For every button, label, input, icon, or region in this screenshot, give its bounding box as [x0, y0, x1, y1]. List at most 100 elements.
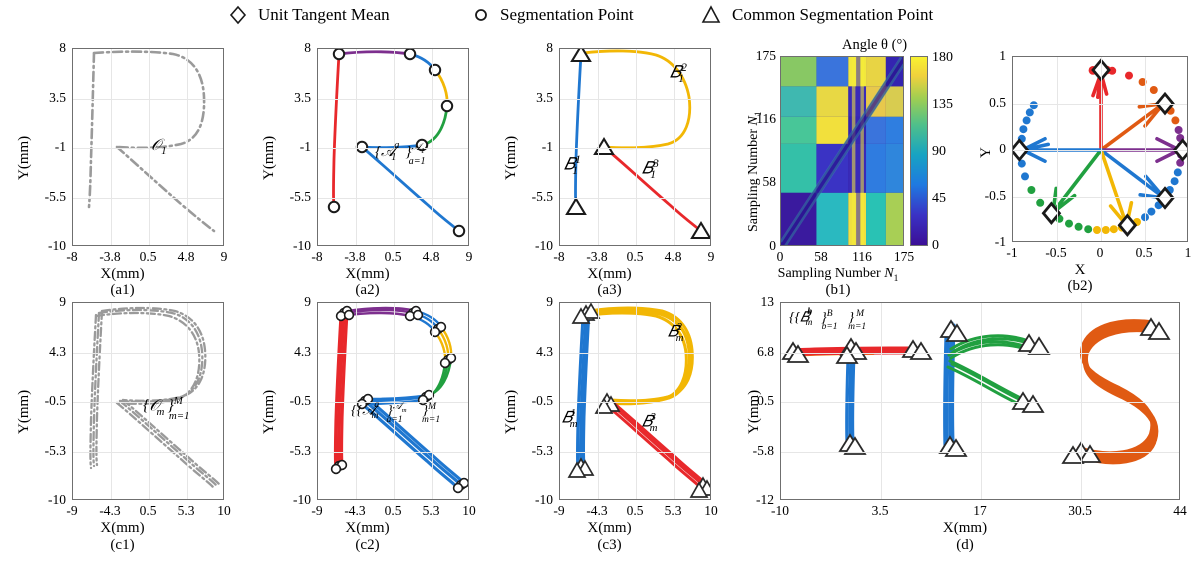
panel-d-xtick-0: -10: [771, 503, 789, 518]
panel-c3-xlabel: X(mm): [587, 520, 632, 536]
panel-c2-xtick-0: -9: [311, 503, 323, 518]
legend-item-segmentation-point: Segmentation Point: [472, 4, 634, 26]
triangle-marker-icon: [701, 5, 721, 23]
panel-b1-cbtick-3: 135: [932, 97, 953, 112]
panel-c2-ytick-4: -10: [293, 492, 311, 507]
panel-a3-segments: [565, 49, 710, 240]
panel-c3-label-b1: 𝐵m1: [562, 407, 578, 430]
panel-b2-xtick-1: -0.5: [1045, 245, 1067, 260]
arrow-red: [1091, 71, 1109, 152]
panel-a2-caption: (a2): [355, 282, 380, 298]
arrow-orange: [1099, 101, 1166, 152]
panel-a1-xtick-4: 9: [220, 249, 228, 264]
scatter-green: [1027, 186, 1093, 234]
panel-c3-label-b2: 𝐵m2: [668, 321, 684, 344]
panel-b2-ytick-4: -1: [994, 234, 1006, 249]
panel-a2-segments: [327, 49, 466, 238]
panel-d-ytick-4: -12: [756, 492, 774, 507]
panel-b2-xtick-2: 0: [1096, 245, 1104, 260]
panel-a1-plot-area: 𝒪1: [72, 48, 224, 246]
panel-c3: 𝐵m2 𝐵m1 𝐵m3 9 4.3 -0.5 -5.3 -10 -9 -4.3 …: [487, 292, 732, 562]
panel-b1-ylabel: Sampling Number N1: [746, 111, 764, 232]
figure-legend: Unit Tangent Mean Segmentation Point Com…: [0, 0, 1198, 36]
panel-b1: Angle θ (°): [732, 37, 964, 298]
panel-c1-ytick-4: -10: [48, 492, 66, 507]
panel-a1-ytick-1: 3.5: [49, 89, 66, 105]
panel-a1-ytick-4: -10: [48, 238, 66, 253]
panel-a2-xtick-0: -8: [311, 249, 323, 264]
legend-item-common-segmentation-point: Common Segmentation Point: [700, 4, 933, 26]
panel-a1-xtick-3: 4.8: [177, 249, 195, 264]
panel-b2-ytick-1: 0.5: [989, 94, 1006, 110]
panel-b2-ytick-2: 0: [999, 141, 1006, 156]
panel-b2: 1 0.5 0 -0.5 -1 -1 -0.5 0 0.5 1 Y X (b2): [962, 40, 1198, 294]
panel-b1-xtick-2: 116: [852, 249, 872, 264]
panel-a1-xtick-1: -3.8: [99, 249, 121, 264]
panel-d-ytick-1: 6.8: [757, 343, 774, 359]
panel-a3-xtick-3: 4.8: [664, 249, 682, 264]
panel-d-xtick-1: 3.5: [871, 503, 889, 518]
panel-b2-xtick-3: 0.5: [1135, 245, 1153, 260]
panel-c3-xtick-3: 5.3: [664, 503, 682, 518]
panel-c2-plot-area: {{𝒜ma}𝒜ma=1}Mm=1: [317, 302, 469, 500]
panel-c1-annotation: {𝒪m}Mm=1: [143, 395, 190, 422]
diamond-marker-icon: [229, 5, 247, 25]
panel-d-xtick-4: 44: [1173, 503, 1187, 518]
panel-d-caption: (d): [956, 537, 974, 553]
legend-item-unit-tangent-mean: Unit Tangent Mean: [228, 4, 390, 26]
panel-c1-caption: (c1): [110, 537, 135, 553]
panel-d-ylabel: Y(mm): [746, 389, 762, 434]
panel-c2-ytick-0: 9: [304, 294, 311, 309]
panel-b2-xtick-4: 1: [1184, 245, 1192, 260]
panel-b1-ytick-1: 58: [762, 174, 777, 189]
panel-a3-ylabel: Y(mm): [503, 135, 519, 180]
panel-c3-xtick-0: -9: [553, 503, 565, 518]
panel-c3-segments: [567, 303, 710, 498]
arrow-green: [1051, 148, 1103, 215]
panel-c3-ytick-3: -5.3: [531, 442, 553, 458]
panel-c2-annotation: {{𝒜ma}𝒜ma=1}Mm=1: [351, 400, 441, 426]
legend-label-common-segmentation-point: Common Segmentation Point: [732, 5, 934, 24]
panel-c1-xlabel: X(mm): [100, 520, 145, 536]
panel-c1-ytick-0: 9: [59, 294, 66, 309]
legend-label-segmentation-point: Segmentation Point: [500, 5, 634, 24]
panel-b1-xtick-0: 0: [776, 249, 784, 264]
panel-b1-xlabel: Sampling Number N1: [777, 266, 899, 284]
panel-a2-annotation: {𝒜1a}𝒜1a=1: [375, 140, 426, 167]
unit-tangent-mean-markers: [1013, 58, 1187, 237]
panel-b1-colorbar: [910, 56, 928, 246]
panel-a1-ylabel: Y(mm): [16, 135, 32, 180]
panel-a2-xtick-2: 0.5: [384, 249, 402, 264]
panel-c1-ylabel: Y(mm): [16, 389, 32, 434]
panel-c2-xtick-4: 10: [462, 503, 476, 518]
panel-b1-cbtick-2: 90: [932, 144, 946, 159]
panel-a2-ytick-0: 8: [304, 40, 311, 55]
panel-c3-xtick-2: 0.5: [626, 503, 644, 518]
panel-c3-ytick-4: -10: [535, 492, 553, 507]
panel-a3-ytick-2: -1: [541, 139, 553, 154]
panel-d-xtick-3: 30.5: [1068, 503, 1092, 518]
panel-c1-xtick-3: 5.3: [177, 503, 195, 518]
panel-c2-xtick-2: 0.5: [384, 503, 402, 518]
panel-b2-plot-area: [1012, 56, 1188, 242]
panel-a3: 𝐵12 𝐵11 𝐵13 8 3.5 -1 -5.5 -10 -8 -3.8 0.…: [487, 40, 732, 298]
panel-b2-ytick-0: 1: [999, 48, 1006, 63]
panel-a3-xtick-1: -3.8: [586, 249, 608, 264]
panel-b1-cbtick-0: 0: [932, 238, 939, 253]
panel-a1-annotation: 𝒪1: [151, 137, 167, 158]
legend-label-unit-tangent-mean: Unit Tangent Mean: [258, 5, 390, 24]
panel-c1-ytick-3: -5.3: [44, 442, 66, 458]
panel-b1-colorbar-title: Angle θ (°): [842, 37, 908, 53]
panel-c2-ytick-2: -0.5: [289, 393, 311, 408]
panel-c3-caption: (c3): [597, 537, 622, 553]
panel-d-plot-area: {{𝐵mb}Bb=1} Mm=1: [780, 302, 1180, 500]
panel-b2-ytick-3: -0.5: [984, 187, 1006, 203]
panel-a1: 𝒪1 8 3.5 -1 -5.5 -10 -8 -3.8 0.5 4.8 9 Y…: [0, 40, 245, 298]
panel-a2-ytick-2: -1: [299, 139, 311, 154]
panel-c2-segmentation-points: [330, 305, 468, 494]
panel-c2-ytick-3: -5.3: [289, 442, 311, 458]
panel-a3-label-b1: 𝐵11: [564, 153, 581, 178]
panel-d-ytick-3: -5.8: [752, 442, 774, 458]
panel-a2-ylabel: Y(mm): [261, 135, 277, 180]
